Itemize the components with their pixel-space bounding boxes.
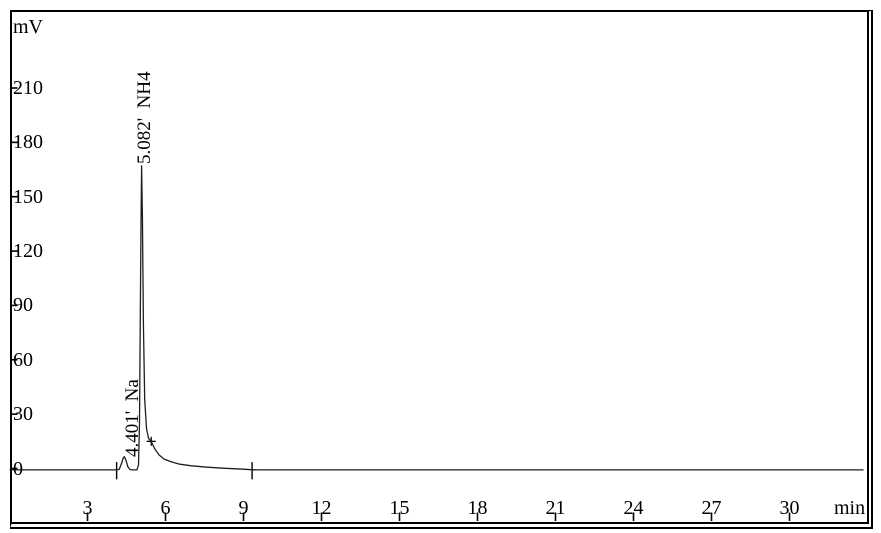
y-tick-label: 0 bbox=[13, 457, 23, 480]
peak-label-na: 4.401' Na bbox=[121, 378, 143, 457]
x-tick-label: 12 bbox=[311, 497, 332, 519]
peak-label-nh4: 5.082' NH4 bbox=[133, 71, 155, 164]
chromatogram-trace bbox=[9, 165, 864, 471]
x-tick-label: 15 bbox=[389, 497, 410, 519]
x-tick-label: 24 bbox=[623, 497, 644, 519]
y-tick-label: 210 bbox=[13, 77, 43, 99]
y-axis-unit-label: mV bbox=[13, 16, 43, 38]
x-tick-label: 3 bbox=[82, 497, 93, 519]
y-tick-label: 90 bbox=[13, 294, 33, 317]
y-tick-label: 180 bbox=[13, 131, 43, 154]
plot-frame bbox=[10, 10, 873, 529]
y-tick-label: 30 bbox=[13, 403, 33, 426]
y-tick-label: 60 bbox=[13, 348, 33, 371]
x-tick-label: 6 bbox=[160, 497, 171, 519]
y-tick-label: 120 bbox=[13, 240, 43, 263]
y-tick-label: 150 bbox=[13, 185, 43, 208]
x-tick-label: 21 bbox=[545, 497, 566, 519]
x-axis-unit-label: min bbox=[834, 497, 866, 519]
x-tick-label: 18 bbox=[467, 497, 488, 519]
x-tick-label: 30 bbox=[779, 497, 800, 519]
x-tick-label: 27 bbox=[701, 497, 722, 519]
x-tick-label: 9 bbox=[238, 497, 249, 519]
